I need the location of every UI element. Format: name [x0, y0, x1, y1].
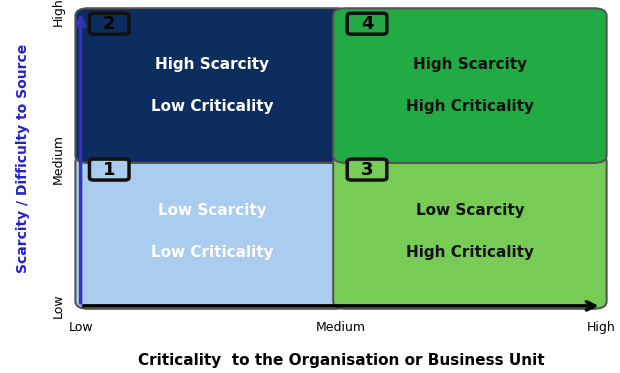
Text: 2: 2	[103, 15, 115, 33]
Text: Low Criticality: Low Criticality	[151, 245, 273, 260]
Text: Low: Low	[68, 320, 93, 333]
Text: Medium: Medium	[52, 134, 65, 184]
Text: High Scarcity: High Scarcity	[155, 57, 269, 72]
Text: High Criticality: High Criticality	[406, 99, 534, 114]
FancyBboxPatch shape	[76, 154, 349, 309]
Text: High: High	[587, 320, 616, 333]
Text: 3: 3	[361, 160, 373, 179]
Text: High: High	[52, 0, 65, 26]
FancyBboxPatch shape	[333, 8, 606, 163]
FancyBboxPatch shape	[89, 13, 129, 34]
Text: Low Criticality: Low Criticality	[151, 99, 273, 114]
FancyBboxPatch shape	[347, 159, 387, 180]
Text: Low Scarcity: Low Scarcity	[157, 203, 267, 218]
FancyBboxPatch shape	[333, 154, 606, 309]
FancyBboxPatch shape	[76, 8, 349, 163]
Text: Low Scarcity: Low Scarcity	[415, 203, 525, 218]
Text: Low: Low	[52, 294, 65, 318]
Text: 1: 1	[103, 160, 115, 179]
Text: 4: 4	[361, 15, 373, 33]
FancyBboxPatch shape	[347, 13, 387, 34]
FancyBboxPatch shape	[89, 159, 129, 180]
Text: Scarcity / Difficulty to Source: Scarcity / Difficulty to Source	[16, 44, 30, 273]
Text: Criticality  to the Organisation or Business Unit: Criticality to the Organisation or Busin…	[138, 353, 544, 368]
Text: High Scarcity: High Scarcity	[413, 57, 527, 72]
Text: High Criticality: High Criticality	[406, 245, 534, 260]
Text: Medium: Medium	[316, 320, 366, 333]
